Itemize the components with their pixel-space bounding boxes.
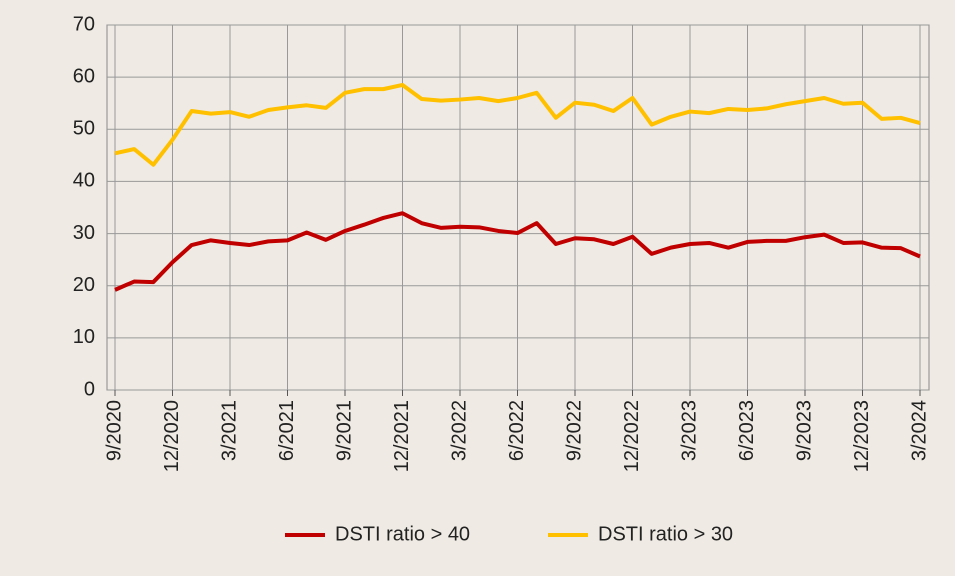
x-tick-label: 12/2020 [161,400,183,472]
y-tick-label: 50 [73,118,95,140]
x-tick-label: 3/2022 [448,400,470,461]
y-tick-label: 20 [73,274,95,296]
legend-label: DSTI ratio > 40 [335,523,470,545]
line [114,82,921,167]
x-tick-label: 12/2021 [391,400,413,472]
x-tick-label: 9/2022 [563,400,585,461]
x-tick-label: 12/2022 [621,400,643,472]
y-tick-label: 0 [84,378,95,400]
x-tick-label: 6/2021 [276,400,298,461]
x-tick-label: 9/2023 [793,400,815,461]
x-tick-label: 9/2020 [103,400,125,461]
y-tick-label: 40 [73,170,95,192]
x-tick-label: 9/2021 [333,400,355,461]
legend-label: DSTI ratio > 30 [598,523,733,545]
y-tick-label: 60 [73,65,95,87]
x-tick-label: 6/2023 [736,400,758,461]
y-tick-label: 70 [73,13,95,35]
x-tick-label: 3/2024 [908,400,930,461]
x-tick-label: 12/2023 [851,400,873,472]
x-tick-label: 6/2022 [506,400,528,461]
y-tick-label: 30 [73,222,95,244]
x-tick-label: 3/2021 [218,400,240,461]
y-tick-label: 10 [73,326,95,348]
x-tick-label: 3/2023 [678,400,700,461]
line [114,211,921,292]
